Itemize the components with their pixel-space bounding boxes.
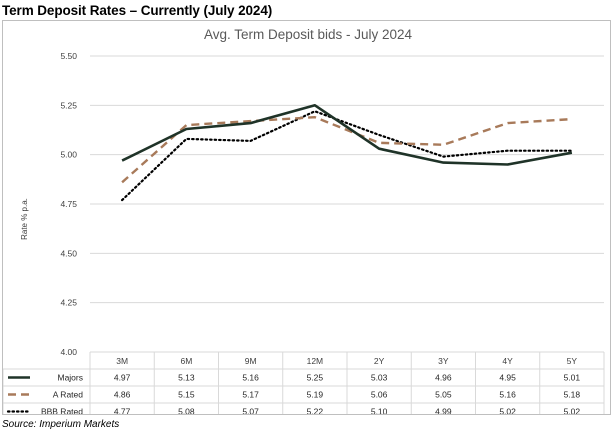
page-title: Term Deposit Rates – Currently (July 202… bbox=[2, 3, 273, 18]
data-label: 5.06 bbox=[371, 390, 388, 400]
gridlines bbox=[90, 55, 604, 353]
data-label: 5.08 bbox=[178, 407, 195, 415]
x-tick-label: 3M bbox=[116, 356, 128, 366]
x-tick-label: 4Y bbox=[502, 356, 513, 366]
data-label: 5.07 bbox=[242, 407, 259, 415]
data-label: 5.15 bbox=[178, 390, 195, 400]
data-label: 5.01 bbox=[564, 373, 581, 383]
y-tick-label: 5.25 bbox=[60, 100, 77, 110]
data-label: 4.99 bbox=[435, 407, 452, 415]
line-chart: Avg. Term Deposit bids - July 2024 Rate … bbox=[2, 27, 605, 421]
legend-label: A Rated bbox=[53, 390, 84, 400]
data-label: 5.10 bbox=[371, 407, 388, 415]
data-label: 5.02 bbox=[499, 407, 516, 415]
x-tick-label: 9M bbox=[245, 356, 257, 366]
y-tick-label: 4.75 bbox=[60, 199, 77, 209]
y-tick-label: 4.25 bbox=[60, 298, 77, 308]
data-label: 5.03 bbox=[371, 373, 388, 383]
y-tick-label: 4.50 bbox=[60, 248, 77, 258]
series-line-majors bbox=[121, 104, 573, 166]
series-line-a-rated bbox=[121, 115, 572, 184]
y-tick-label: 5.00 bbox=[60, 150, 77, 160]
data-label: 5.02 bbox=[564, 407, 581, 415]
data-label: 5.22 bbox=[307, 407, 324, 415]
data-label: 5.19 bbox=[307, 390, 324, 400]
data-label: 5.16 bbox=[242, 373, 259, 383]
chart-frame: Avg. Term Deposit bids - July 2024 Rate … bbox=[2, 20, 611, 421]
x-tick-label: 5Y bbox=[567, 356, 578, 366]
data-label: 5.13 bbox=[178, 373, 195, 383]
data-label: 4.95 bbox=[499, 373, 516, 383]
series-lines bbox=[120, 104, 574, 202]
x-tick-label: 3Y bbox=[438, 356, 449, 366]
legend-label: BBB Rated bbox=[41, 407, 83, 415]
data-label: 5.17 bbox=[242, 390, 259, 400]
data-label: 5.25 bbox=[307, 373, 324, 383]
x-tick-label: 12M bbox=[307, 356, 324, 366]
data-label: 4.86 bbox=[114, 390, 131, 400]
x-tick-label: 2Y bbox=[374, 356, 385, 366]
data-label: 4.96 bbox=[435, 373, 452, 383]
legend-label: Majors bbox=[57, 373, 83, 383]
y-tick-labels: 5.50 5.25 5.00 4.75 4.50 4.25 4.00 bbox=[60, 51, 77, 357]
data-label: 5.18 bbox=[564, 390, 581, 400]
source-note: Source: Imperium Markets bbox=[2, 419, 120, 430]
data-label: 5.05 bbox=[435, 390, 452, 400]
chart-title: Avg. Term Deposit bids - July 2024 bbox=[204, 27, 413, 42]
series-line-bbb-rated bbox=[120, 110, 574, 202]
data-label: 5.16 bbox=[499, 390, 516, 400]
data-table: 3M 6M 9M 12M 2Y 3Y 4Y 5Y Majors 4.97 5.13 5.16 5.25 5… bbox=[2, 352, 605, 421]
data-label: 4.77 bbox=[114, 407, 131, 415]
y-tick-label: 5.50 bbox=[60, 51, 77, 61]
y-tick-label: 4.00 bbox=[60, 347, 77, 357]
x-tick-label: 6M bbox=[180, 356, 192, 366]
data-label: 4.97 bbox=[114, 373, 131, 383]
y-axis-label: Rate % p.a. bbox=[20, 198, 29, 240]
